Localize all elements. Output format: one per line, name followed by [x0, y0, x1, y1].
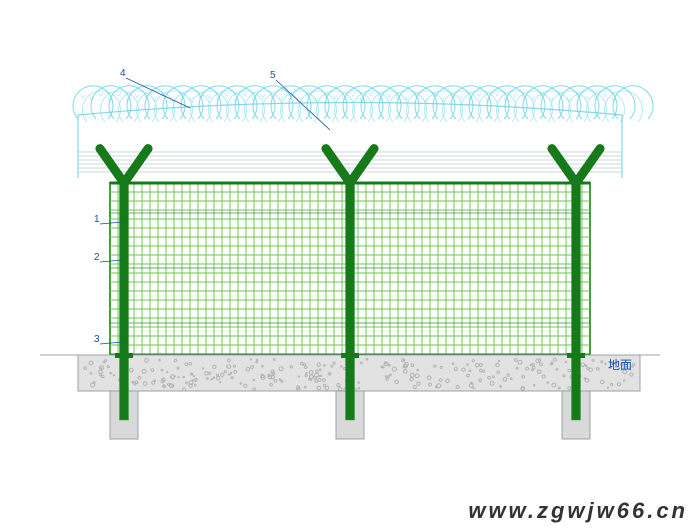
ground-label: 地面 — [608, 358, 632, 372]
callout-number: 3 — [94, 334, 100, 345]
callouts: 4 5 1 2 3 — [94, 68, 330, 345]
callout-number: 4 — [120, 68, 126, 79]
callout-number: 1 — [94, 214, 100, 225]
watermark-text: www.zgwjw66.cn — [468, 498, 688, 524]
callout-number: 2 — [94, 252, 100, 263]
callout-number: 5 — [270, 70, 276, 81]
